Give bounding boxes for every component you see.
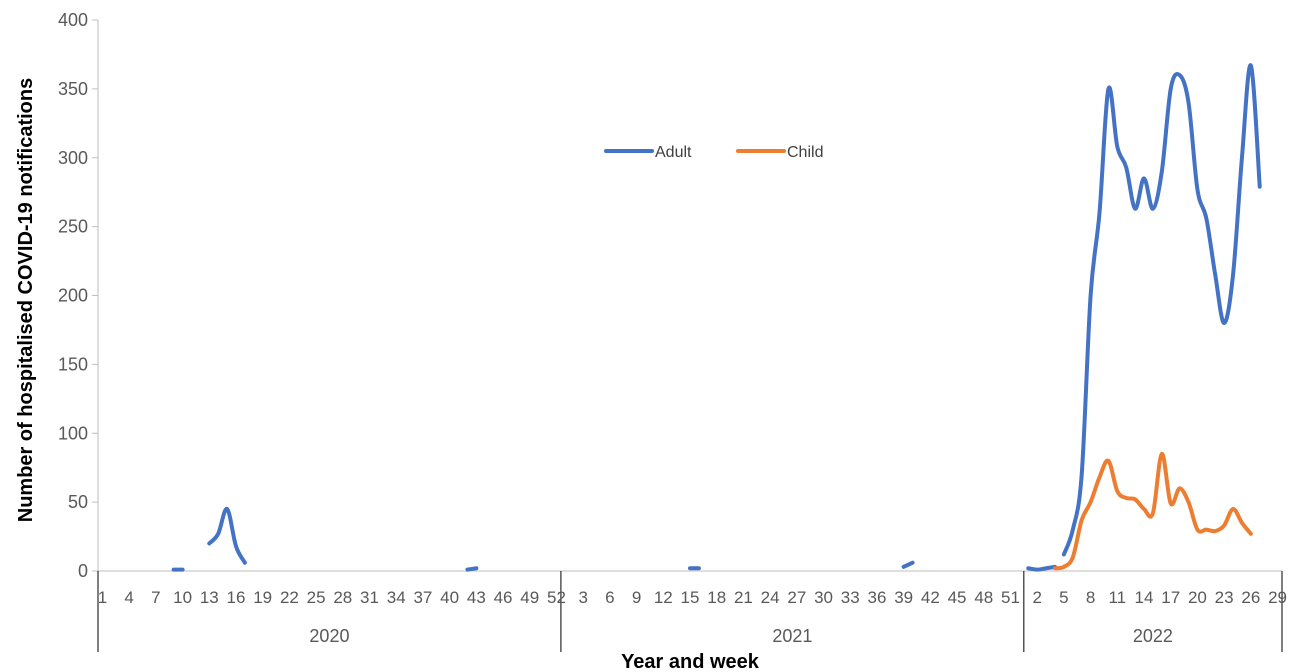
y-tick-label: 150 [58, 354, 88, 374]
x-tick-label: 34 [387, 588, 406, 607]
x-tick-label: 7 [151, 588, 160, 607]
x-tick-label: 22 [280, 588, 299, 607]
x-tick-label: 10 [173, 588, 192, 607]
x-tick-label: 29 [1268, 588, 1287, 607]
x-tick-label: 49 [520, 588, 539, 607]
x-tick-label: 15 [681, 588, 700, 607]
y-axis-title: Number of hospitalised COVID-19 notifica… [15, 78, 37, 523]
y-tick-label: 200 [58, 286, 88, 306]
x-tick-label: 30 [814, 588, 833, 607]
x-tick-label: 14 [1135, 588, 1154, 607]
y-tick-label: 250 [58, 217, 88, 237]
y-tick-label: 100 [58, 423, 88, 443]
x-tick-label: 28 [333, 588, 352, 607]
x-tick-label: 4 [124, 588, 133, 607]
series-adult [171, 63, 1262, 572]
x-tick-label: 11 [1108, 588, 1126, 607]
x-tick-label: 13 [200, 588, 219, 607]
x-tick-label: 17 [1161, 588, 1180, 607]
x-tick-label: 39 [894, 588, 913, 607]
series-layer [171, 63, 1262, 572]
legend-label-adult: Adult [655, 144, 692, 161]
x-tick-label: 5 [1059, 588, 1068, 607]
y-axis: 0 50 100 150 200 250 300 350 400 [58, 10, 99, 581]
x-tick-label: 36 [867, 588, 886, 607]
series-line-child [1052, 451, 1253, 571]
x-tick-label: 31 [360, 588, 379, 607]
legend: Adult Child [604, 144, 823, 161]
x-tick-label: 18 [707, 588, 726, 607]
x-tick-label: 26 [1241, 588, 1260, 607]
x-tick-label: 2 [1032, 588, 1041, 607]
x-tick-label: 1 [98, 588, 107, 607]
x-tick-label: 12 [654, 588, 673, 607]
x-tick-label: 16 [227, 588, 246, 607]
x-tick-label: 51 [1001, 588, 1020, 607]
x-tick-label: 19 [253, 588, 272, 607]
x-tick-label: 8 [1086, 588, 1095, 607]
x-tick-label: 52 [547, 588, 566, 607]
y-tick-label: 350 [58, 79, 88, 99]
x-tick-label: 23 [1215, 588, 1234, 607]
year-label: 2020 [309, 626, 349, 646]
x-tick-label: 21 [734, 588, 753, 607]
x-tick-label: 27 [787, 588, 806, 607]
y-tick-label: 50 [68, 492, 88, 512]
x-tick-label: 33 [841, 588, 860, 607]
series-child [1052, 451, 1253, 571]
x-tick-label: 37 [413, 588, 432, 607]
x-tick-label: 9 [632, 588, 641, 607]
x-tick-label: 43 [467, 588, 486, 607]
series-line-adult [207, 507, 247, 565]
series-line-adult [465, 566, 479, 572]
x-tick-label: 45 [948, 588, 967, 607]
x-tick-label: 6 [605, 588, 614, 607]
series-line-adult [1026, 564, 1057, 572]
series-line-adult [1061, 63, 1262, 557]
year-label: 2021 [772, 626, 812, 646]
x-tick-label: 40 [440, 588, 459, 607]
x-tick-label: 20 [1188, 588, 1207, 607]
x-tick-label: 46 [494, 588, 513, 607]
y-tick-label: 300 [58, 148, 88, 168]
x-tick-label: 48 [974, 588, 993, 607]
series-line-adult [901, 560, 915, 569]
y-tick-label: 0 [78, 561, 88, 581]
x-tick-label: 24 [761, 588, 780, 607]
x-tick-label: 25 [307, 588, 326, 607]
x-tick-label: 3 [578, 588, 587, 607]
legend-label-child: Child [787, 144, 823, 161]
x-tick-label: 42 [921, 588, 940, 607]
y-tick-label: 400 [58, 10, 88, 30]
x-axis-title: Year and week [621, 651, 760, 672]
year-label: 2022 [1133, 626, 1173, 646]
